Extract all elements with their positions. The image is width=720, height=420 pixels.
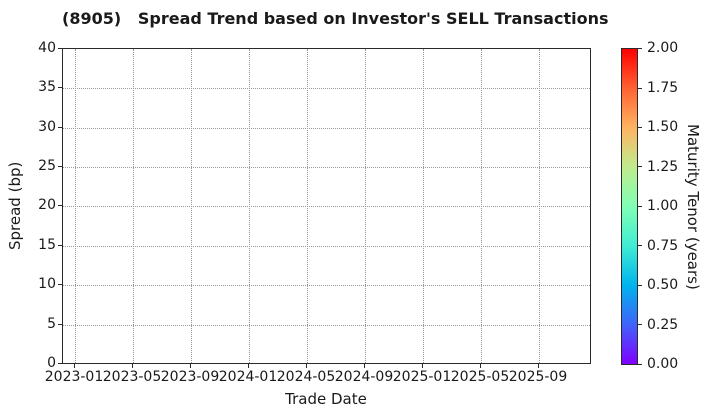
- colorbar-tick-mark: [638, 324, 642, 325]
- colorbar-tick-label: 1.50: [647, 119, 679, 135]
- x-tick-mark: [74, 364, 75, 368]
- colorbar-tick-mark: [638, 364, 642, 365]
- x-tick-mark: [248, 364, 249, 368]
- y-tick-mark: [58, 127, 62, 128]
- x-tick-label: 2023-01: [44, 369, 104, 385]
- x-tick-mark: [364, 364, 365, 368]
- gridline-h: [63, 285, 590, 286]
- y-tick-mark: [58, 166, 62, 167]
- x-tick-label: 2023-05: [102, 369, 162, 385]
- y-tick-label: 10: [38, 276, 56, 292]
- colorbar-tick-label: 0.00: [647, 356, 679, 372]
- y-tick-label: 15: [38, 237, 56, 253]
- colorbar-tick-label: 1.75: [647, 80, 679, 96]
- gridline-h: [63, 128, 590, 129]
- x-tick-label: 2024-01: [218, 369, 278, 385]
- colorbar-tick-mark: [638, 285, 642, 286]
- colorbar-tick-label: 1.00: [647, 198, 679, 214]
- x-tick-mark: [306, 364, 307, 368]
- colorbar-tick-mark: [638, 88, 642, 89]
- y-tick-mark: [58, 324, 62, 325]
- y-tick-label: 0: [47, 355, 56, 371]
- colorbar-gradient: [621, 48, 638, 365]
- colorbar-tick-label: 1.25: [647, 159, 679, 175]
- colorbar-tick-label: 0.50: [647, 277, 679, 293]
- y-tick-mark: [58, 87, 62, 88]
- colorbar-tick-mark: [638, 206, 642, 207]
- y-tick-mark: [58, 205, 62, 206]
- gridline-h: [63, 88, 590, 89]
- x-axis-label: Trade Date: [285, 390, 367, 408]
- y-tick-label: 25: [38, 158, 56, 174]
- x-tick-label: 2025-09: [508, 369, 568, 385]
- colorbar-tick-mark: [638, 166, 642, 167]
- x-tick-mark: [480, 364, 481, 368]
- x-tick-label: 2024-09: [334, 369, 394, 385]
- plot-area: [62, 48, 591, 364]
- x-tick-label: 2024-05: [276, 369, 336, 385]
- colorbar-label: Maturity Tenor (years): [684, 123, 702, 290]
- gridline-h: [63, 246, 590, 247]
- x-tick-mark: [190, 364, 191, 368]
- y-tick-mark: [58, 48, 62, 49]
- colorbar-tick-mark: [638, 245, 642, 246]
- x-tick-mark: [132, 364, 133, 368]
- y-tick-label: 20: [38, 197, 56, 213]
- gridline-h: [63, 167, 590, 168]
- gridline-h: [63, 325, 590, 326]
- colorbar-tick-label: 0.75: [647, 238, 679, 254]
- x-tick-label: 2025-05: [450, 369, 510, 385]
- colorbar-tick-label: 0.25: [647, 317, 679, 333]
- y-tick-label: 30: [38, 119, 56, 135]
- x-tick-label: 2025-01: [392, 369, 452, 385]
- y-tick-label: 40: [38, 40, 56, 56]
- x-tick-mark: [538, 364, 539, 368]
- colorbar-tick-mark: [638, 48, 642, 49]
- x-tick-label: 2023-09: [160, 369, 220, 385]
- chart-title: (8905) Spread Trend based on Investor's …: [62, 9, 609, 28]
- colorbar-tick-label: 2.00: [647, 40, 679, 56]
- x-tick-mark: [422, 364, 423, 368]
- y-tick-mark: [58, 363, 62, 364]
- colorbar-tick-mark: [638, 127, 642, 128]
- gridline-h: [63, 206, 590, 207]
- y-tick-label: 5: [47, 316, 56, 332]
- y-tick-mark: [58, 245, 62, 246]
- y-tick-label: 35: [38, 79, 56, 95]
- y-tick-mark: [58, 284, 62, 285]
